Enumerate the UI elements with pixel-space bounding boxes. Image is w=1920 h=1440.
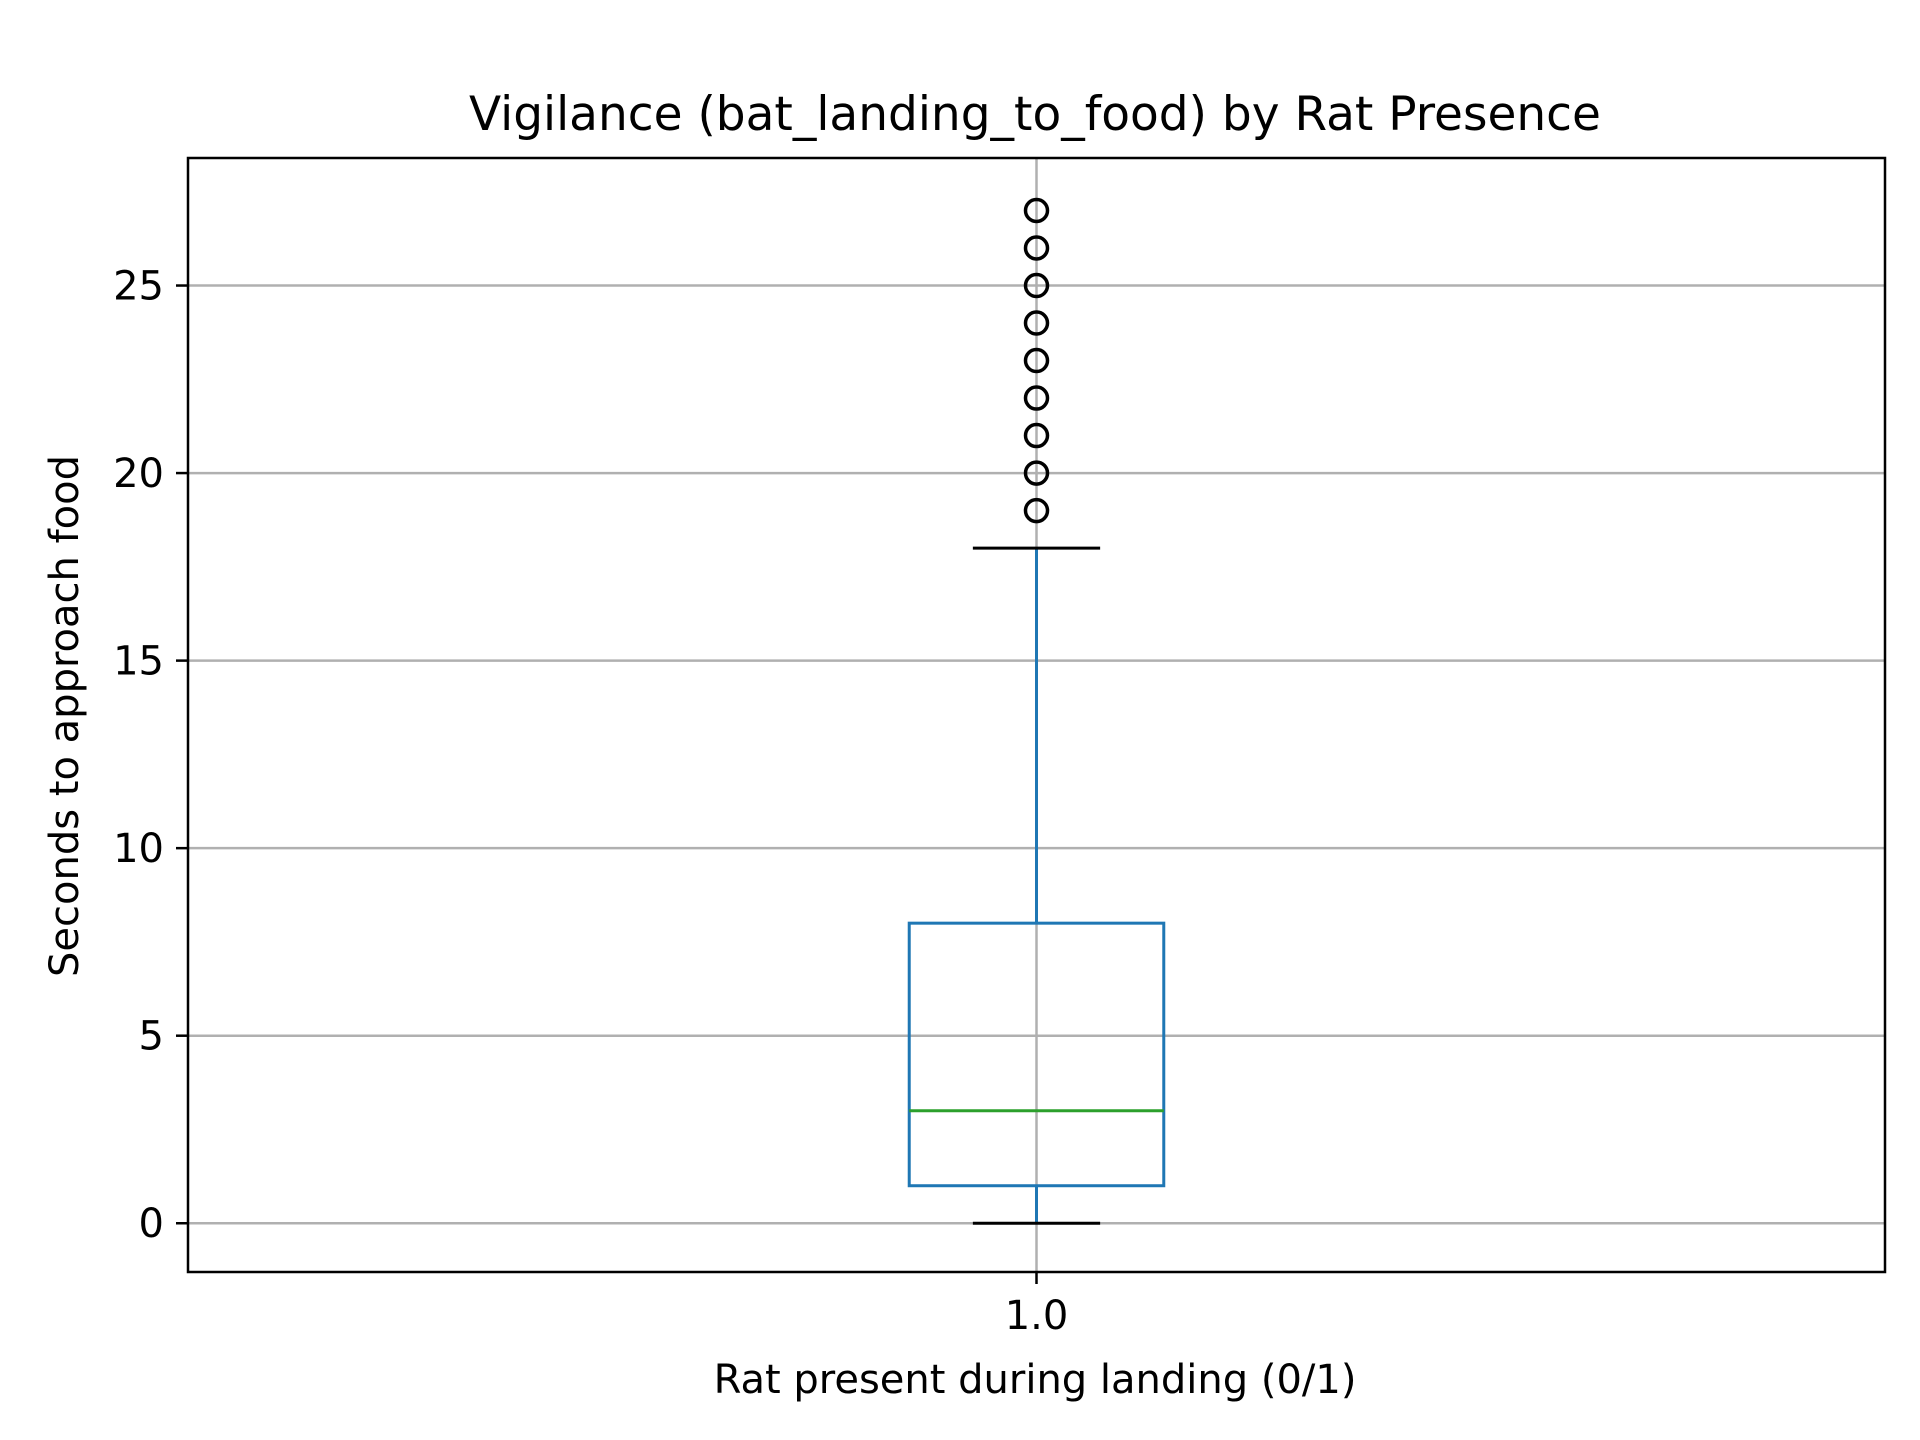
y-tick-label: 20 xyxy=(113,451,164,497)
axis-ticks: 0 5 10 15 20 25 1.0 xyxy=(113,264,1068,1339)
plot-frame xyxy=(186,156,1887,1274)
outlier-point xyxy=(1023,347,1050,374)
y-tick-label: 10 xyxy=(113,826,164,872)
outlier-point xyxy=(1023,385,1050,411)
x-tick-label: 1.0 xyxy=(1005,1293,1069,1339)
y-tick-label: 25 xyxy=(113,264,164,310)
outlier-point xyxy=(1023,497,1050,524)
y-tick-label: 0 xyxy=(139,1201,164,1247)
outlier-point xyxy=(1023,310,1050,336)
y-tick-label: 15 xyxy=(113,639,164,685)
y-tick-label: 5 xyxy=(139,1014,164,1060)
box-group xyxy=(907,197,1166,1225)
chart-title: Vigilance (bat_landing_to_food) by Rat P… xyxy=(469,87,1601,142)
outlier-point xyxy=(1023,422,1050,449)
iqr-box xyxy=(907,921,1166,1188)
outlier-point xyxy=(1023,235,1050,261)
x-axis-label: Rat present during landing (0/1) xyxy=(714,1357,1357,1403)
outlier-point xyxy=(1023,460,1050,486)
outlier-point xyxy=(1023,197,1050,224)
y-axis-label: Seconds to approach food xyxy=(42,455,88,977)
outlier-point xyxy=(1023,272,1050,299)
box-plot-series xyxy=(907,197,1166,1225)
